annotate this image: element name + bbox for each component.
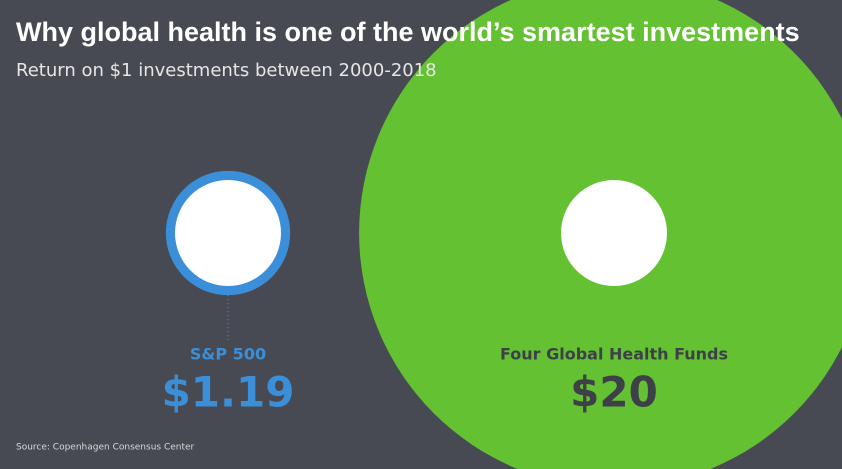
value-label: $1.19 <box>162 368 295 417</box>
source: Source: Copenhagen Consensus Center <box>16 443 195 453</box>
inner-circle <box>561 180 667 286</box>
chart-title: Why global health is one of the world’s … <box>16 17 800 47</box>
inner-circle <box>175 180 281 286</box>
marks <box>165 0 842 469</box>
category-label: Four Global Health Funds <box>500 345 728 364</box>
value-label: $20 <box>570 368 658 417</box>
category-label: S&P 500 <box>190 345 266 364</box>
chart-subtitle: Return on $1 investments between 2000-20… <box>16 60 437 81</box>
